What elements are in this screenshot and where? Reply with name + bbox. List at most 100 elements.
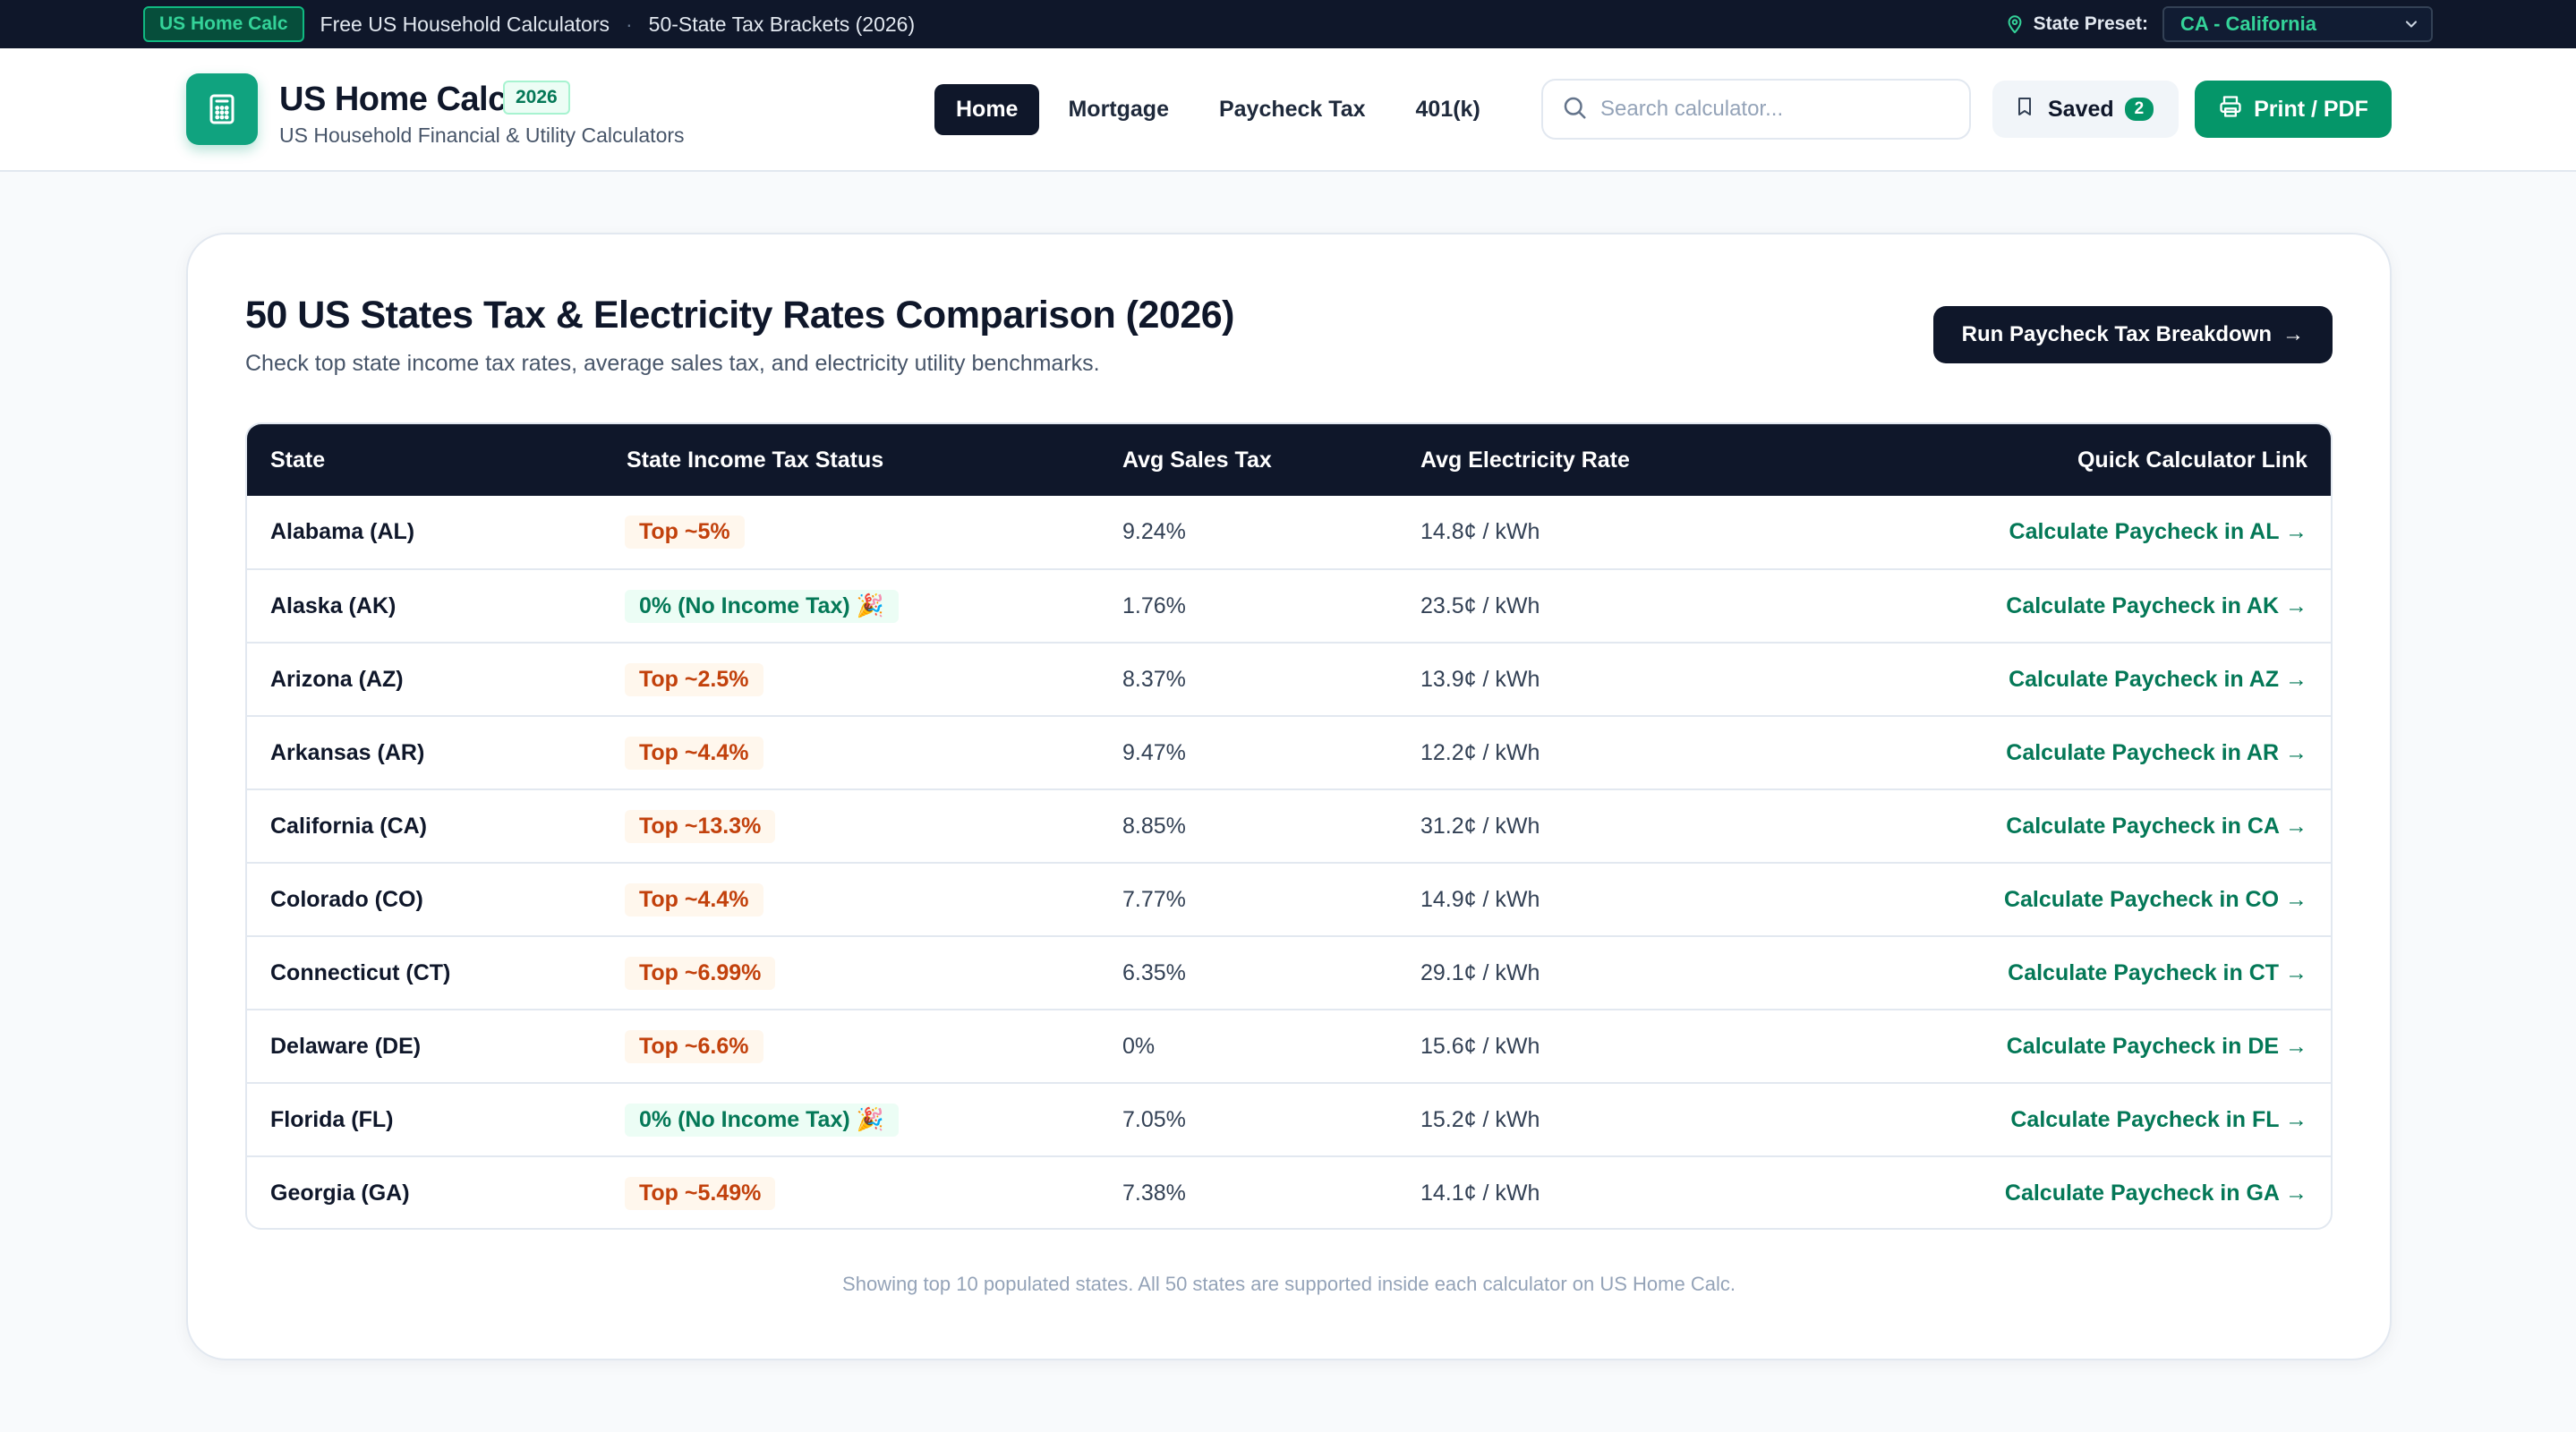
brand-name[interactable]: US Home Calc — [279, 81, 507, 118]
electricity-rate-value: 14.1¢ / kWh — [1420, 1181, 1540, 1206]
top-link-calculators[interactable]: Free US Household Calculators — [320, 12, 610, 36]
income-tax-badge: 0% (No Income Tax) 🎉 — [625, 589, 899, 623]
state-name: Colorado (CO) — [270, 886, 423, 912]
income-tax-badge: 0% (No Income Tax) 🎉 — [625, 1103, 899, 1137]
nav-mortgage[interactable]: Mortgage — [1068, 97, 1169, 122]
state-name: Georgia (GA) — [270, 1181, 410, 1206]
cell-calculator-link: Calculate Paycheck in CT → — [1868, 936, 2331, 1010]
electricity-rate-value: 14.8¢ / kWh — [1420, 519, 1540, 544]
top-brand-pill[interactable]: US Home Calc — [143, 6, 304, 42]
cell-state: Alaska (AK) — [247, 569, 627, 643]
sales-tax-value: 7.05% — [1122, 1106, 1186, 1132]
saved-label: Saved — [2048, 96, 2114, 122]
cell-calculator-link: Calculate Paycheck in AZ → — [1868, 643, 2331, 716]
cell-electricity: 13.9¢ / kWh — [1420, 643, 1868, 716]
cell-state: Arizona (AZ) — [247, 643, 627, 716]
cell-income-tax: Top ~2.5% — [625, 643, 1122, 716]
income-tax-badge: Top ~13.3% — [625, 809, 776, 843]
top-link-brackets[interactable]: 50-State Tax Brackets (2026) — [648, 12, 916, 36]
calculate-paycheck-link[interactable]: Calculate Paycheck in AR → — [2006, 739, 2307, 765]
electricity-rate-value: 23.5¢ / kWh — [1420, 592, 1540, 618]
cell-state: Florida (FL) — [247, 1083, 627, 1156]
table-row: Alaska (AK) 0% (No Income Tax) 🎉 1.76% 23.5… — [247, 569, 2331, 643]
sales-tax-value: 8.85% — [1122, 813, 1186, 839]
bookmark-icon — [2014, 96, 2035, 124]
cell-state: Arkansas (AR) — [247, 716, 627, 789]
cell-electricity: 31.2¢ / kWh — [1420, 789, 1868, 863]
state-name: Connecticut (CT) — [270, 959, 451, 985]
calculate-paycheck-link[interactable]: Calculate Paycheck in AL → — [2009, 519, 2307, 544]
cell-electricity: 15.2¢ / kWh — [1420, 1083, 1868, 1156]
table-header-row: State State Income Tax Status Avg Sales … — [247, 424, 2331, 496]
table-row: Connecticut (CT) Top ~6.99% 6.35% 29.1¢ / k… — [247, 936, 2331, 1010]
table-footnote: Showing top 10 populated states. All 50 … — [842, 1273, 1736, 1295]
cell-income-tax: Top ~13.3% — [625, 789, 1122, 863]
arrow-right-icon: → — [2282, 322, 2304, 346]
electricity-rate-value: 31.2¢ / kWh — [1420, 813, 1540, 839]
cell-state: Alabama (AL) — [247, 496, 627, 569]
state-name: Arkansas (AR) — [270, 739, 425, 765]
cell-sales-tax: 7.05% — [1122, 1083, 1420, 1156]
nav-401k[interactable]: 401(k) — [1415, 97, 1480, 122]
calculate-paycheck-link[interactable]: Calculate Paycheck in GA → — [2004, 1181, 2307, 1206]
cell-calculator-link: Calculate Paycheck in AR → — [1868, 716, 2331, 789]
cell-sales-tax: 9.24% — [1122, 496, 1420, 569]
calculate-paycheck-link[interactable]: Calculate Paycheck in AK → — [2006, 592, 2307, 618]
print-pdf-button[interactable]: Print / PDF — [2195, 81, 2392, 138]
cell-state: Georgia (GA) — [247, 1156, 627, 1228]
electricity-rate-value: 15.6¢ / kWh — [1420, 1033, 1540, 1059]
nav-paycheck-tax[interactable]: Paycheck Tax — [1218, 97, 1366, 122]
electricity-rate-value: 13.9¢ / kWh — [1420, 666, 1540, 692]
cell-electricity: 23.5¢ / kWh — [1420, 569, 1868, 643]
run-paycheck-breakdown-button[interactable]: Run Paycheck Tax Breakdown → — [1932, 306, 2333, 363]
calculate-paycheck-link[interactable]: Calculate Paycheck in DE → — [2006, 1033, 2307, 1059]
income-tax-badge: Top ~2.5% — [625, 662, 763, 696]
state-preset-select[interactable]: CA - California — [2162, 6, 2433, 42]
sales-tax-value: 8.37% — [1122, 666, 1186, 692]
state-name: Delaware (DE) — [270, 1033, 422, 1059]
electricity-rate-value: 29.1¢ / kWh — [1420, 959, 1540, 985]
electricity-rate-value: 12.2¢ / kWh — [1420, 739, 1540, 765]
calculate-paycheck-link[interactable]: Calculate Paycheck in FL → — [2010, 1106, 2307, 1132]
cell-income-tax: 0% (No Income Tax) 🎉 — [625, 569, 1122, 643]
calculate-paycheck-link[interactable]: Calculate Paycheck in AZ → — [2009, 666, 2307, 692]
table-row: Delaware (DE) Top ~6.6% 0% 15.6¢ / kWh Calcu… — [247, 1010, 2331, 1083]
table-row: Alabama (AL) Top ~5% 9.24% 14.8¢ / kWh Calcu… — [247, 496, 2331, 569]
states-table-wrapper: State State Income Tax Status Avg Sales … — [245, 422, 2333, 1230]
search-input[interactable] — [1600, 97, 1941, 122]
income-tax-badge: Top ~4.4% — [625, 736, 763, 770]
state-name: Alaska (AK) — [270, 592, 397, 618]
table-row: California (CA) Top ~13.3% 8.85% 31.2¢ / kW… — [247, 789, 2331, 863]
income-tax-badge: Top ~6.6% — [625, 1029, 763, 1063]
sales-tax-value: 9.47% — [1122, 739, 1186, 765]
cell-electricity: 14.8¢ / kWh — [1420, 496, 1868, 569]
col-header-calculator-link: Quick Calculator Link — [2077, 447, 2307, 473]
sales-tax-value: 0% — [1122, 1033, 1156, 1059]
table-row: Florida (FL) 0% (No Income Tax) 🎉 7.05% 15.… — [247, 1083, 2331, 1156]
cell-state: Colorado (CO) — [247, 863, 627, 936]
calculate-paycheck-link[interactable]: Calculate Paycheck in CO → — [2003, 886, 2307, 912]
table-body: Alabama (AL) Top ~5% 9.24% 14.8¢ / kWh Calcu… — [247, 496, 2331, 1228]
cell-electricity: 12.2¢ / kWh — [1420, 716, 1868, 789]
col-header-electricity: Avg Electricity Rate — [1420, 447, 1630, 473]
col-header-income-tax: State Income Tax Status — [627, 447, 884, 473]
nav-home[interactable]: Home — [934, 84, 1040, 135]
site-header: US Home Calc 2026 US Household Financial… — [0, 48, 2576, 172]
calculator-logo-icon[interactable] — [186, 73, 258, 145]
income-tax-badge: Top ~4.4% — [625, 882, 763, 916]
cell-income-tax: Top ~4.4% — [625, 716, 1122, 789]
cell-income-tax: Top ~4.4% — [625, 863, 1122, 936]
print-label: Print / PDF — [2254, 96, 2368, 122]
state-preset: State Preset: CA - California — [2003, 0, 2433, 48]
states-table: State State Income Tax Status Avg Sales … — [247, 424, 2331, 1228]
top-strip: US Home Calc Free US Household Calculato… — [0, 0, 2576, 48]
calculate-paycheck-link[interactable]: Calculate Paycheck in CA → — [2006, 813, 2307, 839]
state-name: Alabama (AL) — [270, 519, 415, 544]
cell-income-tax: 0% (No Income Tax) 🎉 — [625, 1083, 1122, 1156]
calculate-paycheck-link[interactable]: Calculate Paycheck in CT → — [2008, 959, 2307, 985]
state-name: Florida (FL) — [270, 1106, 394, 1132]
saved-button[interactable]: Saved 2 — [1992, 81, 2179, 138]
search-box — [1541, 79, 1971, 140]
state-name: Arizona (AZ) — [270, 666, 404, 692]
income-tax-badge: Top ~6.99% — [625, 956, 776, 990]
